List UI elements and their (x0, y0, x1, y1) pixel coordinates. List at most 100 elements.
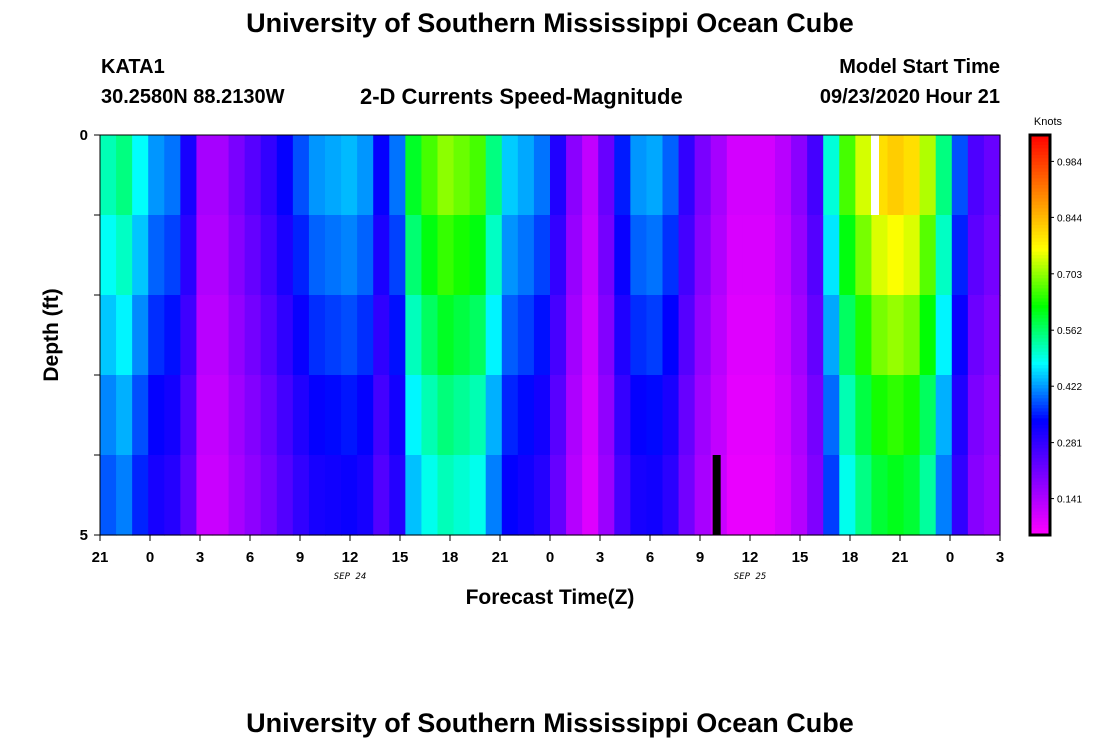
colorbar-segment (1030, 181, 1050, 186)
heatmap-cell (517, 455, 535, 536)
heatmap-cell (501, 375, 519, 456)
colorbar-segment (1030, 405, 1050, 409)
heatmap-cell (116, 455, 133, 536)
heatmap-cell (710, 295, 728, 376)
colorbar-tick-label: 0.141 (1057, 495, 1082, 506)
heatmap-cell (421, 455, 439, 536)
y-axis-label: Depth (ft) (40, 288, 63, 381)
heatmap-cell (228, 295, 246, 376)
x-tick-label: 21 (892, 549, 909, 566)
heatmap-cell (646, 295, 664, 376)
heatmap-cell (437, 455, 455, 536)
heatmap-cell (116, 215, 133, 296)
heatmap-cell (582, 375, 599, 456)
colorbar-segment (1030, 161, 1050, 166)
colorbar-segment (1030, 428, 1050, 433)
heatmap-cell (823, 135, 840, 216)
heatmap-cell (855, 455, 873, 536)
heatmap-cell (646, 455, 664, 536)
heatmap-cell (903, 375, 921, 456)
heatmap-cell (373, 135, 390, 216)
heatmap-cell (742, 135, 760, 216)
colorbar-segment (1030, 298, 1050, 303)
heatmap-cell (212, 375, 230, 456)
heatmap-cell (791, 375, 808, 456)
colorbar-segment (1030, 201, 1050, 206)
colorbar-segment (1030, 238, 1050, 243)
heatmap-cell (582, 295, 599, 376)
heatmap-cell (694, 135, 712, 216)
colorbar-segment (1030, 185, 1050, 189)
heatmap-cell (244, 135, 262, 216)
y-tick-label: 5 (80, 527, 88, 544)
heatmap-cell (260, 295, 278, 376)
heatmap-cell (164, 215, 181, 296)
heatmap-cell (775, 455, 792, 536)
heatmap-cell (389, 295, 406, 376)
heatmap-cell (485, 375, 503, 456)
heatmap-cell (871, 375, 889, 456)
colorbar-segment (1030, 391, 1050, 396)
heatmap-cell (228, 135, 246, 216)
colorbar-segment (1030, 461, 1050, 466)
heatmap-cell (967, 215, 985, 296)
heatmap-cell (598, 215, 615, 296)
heatmap-cell (100, 455, 117, 536)
colorbar-segment (1030, 305, 1050, 309)
colorbar-segment (1030, 418, 1050, 423)
heatmap-cell (260, 455, 278, 536)
heatmap-cell (983, 215, 1001, 296)
heatmap-cell (710, 215, 728, 296)
colorbar-segment (1030, 478, 1050, 483)
heatmap-cell (244, 295, 262, 376)
colorbar-segment (1030, 445, 1050, 449)
heatmap-cell (855, 375, 873, 456)
heatmap-cell (726, 135, 744, 216)
colorbar-segment (1030, 258, 1050, 263)
heatmap-cell (726, 375, 744, 456)
heatmap-cell (485, 215, 503, 296)
colorbar-segment (1030, 388, 1050, 393)
heatmap-cell (662, 295, 680, 376)
heatmap-cell (469, 215, 487, 296)
colorbar-segment (1030, 455, 1050, 459)
heatmap-cell (533, 215, 551, 296)
heatmap-cell (775, 215, 792, 296)
heatmap-cell (839, 295, 856, 376)
colorbar-segment (1030, 438, 1050, 443)
colorbar-segment (1030, 318, 1050, 323)
heatmap-cell (308, 135, 326, 216)
colorbar-segment (1030, 188, 1050, 193)
heatmap-cell (919, 295, 937, 376)
heatmap-cell (292, 215, 310, 296)
x-tick-label: 3 (596, 549, 604, 566)
heatmap-cell (983, 295, 1001, 376)
colorbar-segment (1030, 198, 1050, 203)
colorbar-segment (1030, 361, 1050, 366)
heatmap-cell (662, 455, 680, 536)
heatmap-cell (871, 455, 889, 536)
heatmap-cell (244, 455, 262, 536)
colorbar-segment (1030, 355, 1050, 359)
colorbar: Knots 0.984 0.844 0.703 0.562 0.422 0.281 0.141 (1028, 116, 1082, 537)
colorbar-segment (1030, 475, 1050, 479)
heatmap-cell (421, 215, 439, 296)
heatmap-cell (823, 455, 840, 536)
heatmap-cell (662, 135, 680, 216)
heatmap-cell (517, 375, 535, 456)
heatmap-cell (566, 375, 583, 456)
heatmap-cell (533, 375, 551, 456)
heatmap-cell (517, 135, 535, 216)
colorbar-segment (1030, 458, 1050, 463)
heatmap-cell (614, 135, 631, 216)
heatmap-cell (983, 135, 1001, 216)
colorbar-segment (1030, 268, 1050, 273)
heatmap-cell (292, 455, 310, 536)
heatmap-cell (630, 135, 648, 216)
heatmap-cell (389, 135, 406, 216)
heatmap-cell (517, 215, 535, 296)
heatmap-cell (469, 455, 487, 536)
colorbar-segment (1030, 228, 1050, 233)
heatmap-cell (421, 375, 439, 456)
